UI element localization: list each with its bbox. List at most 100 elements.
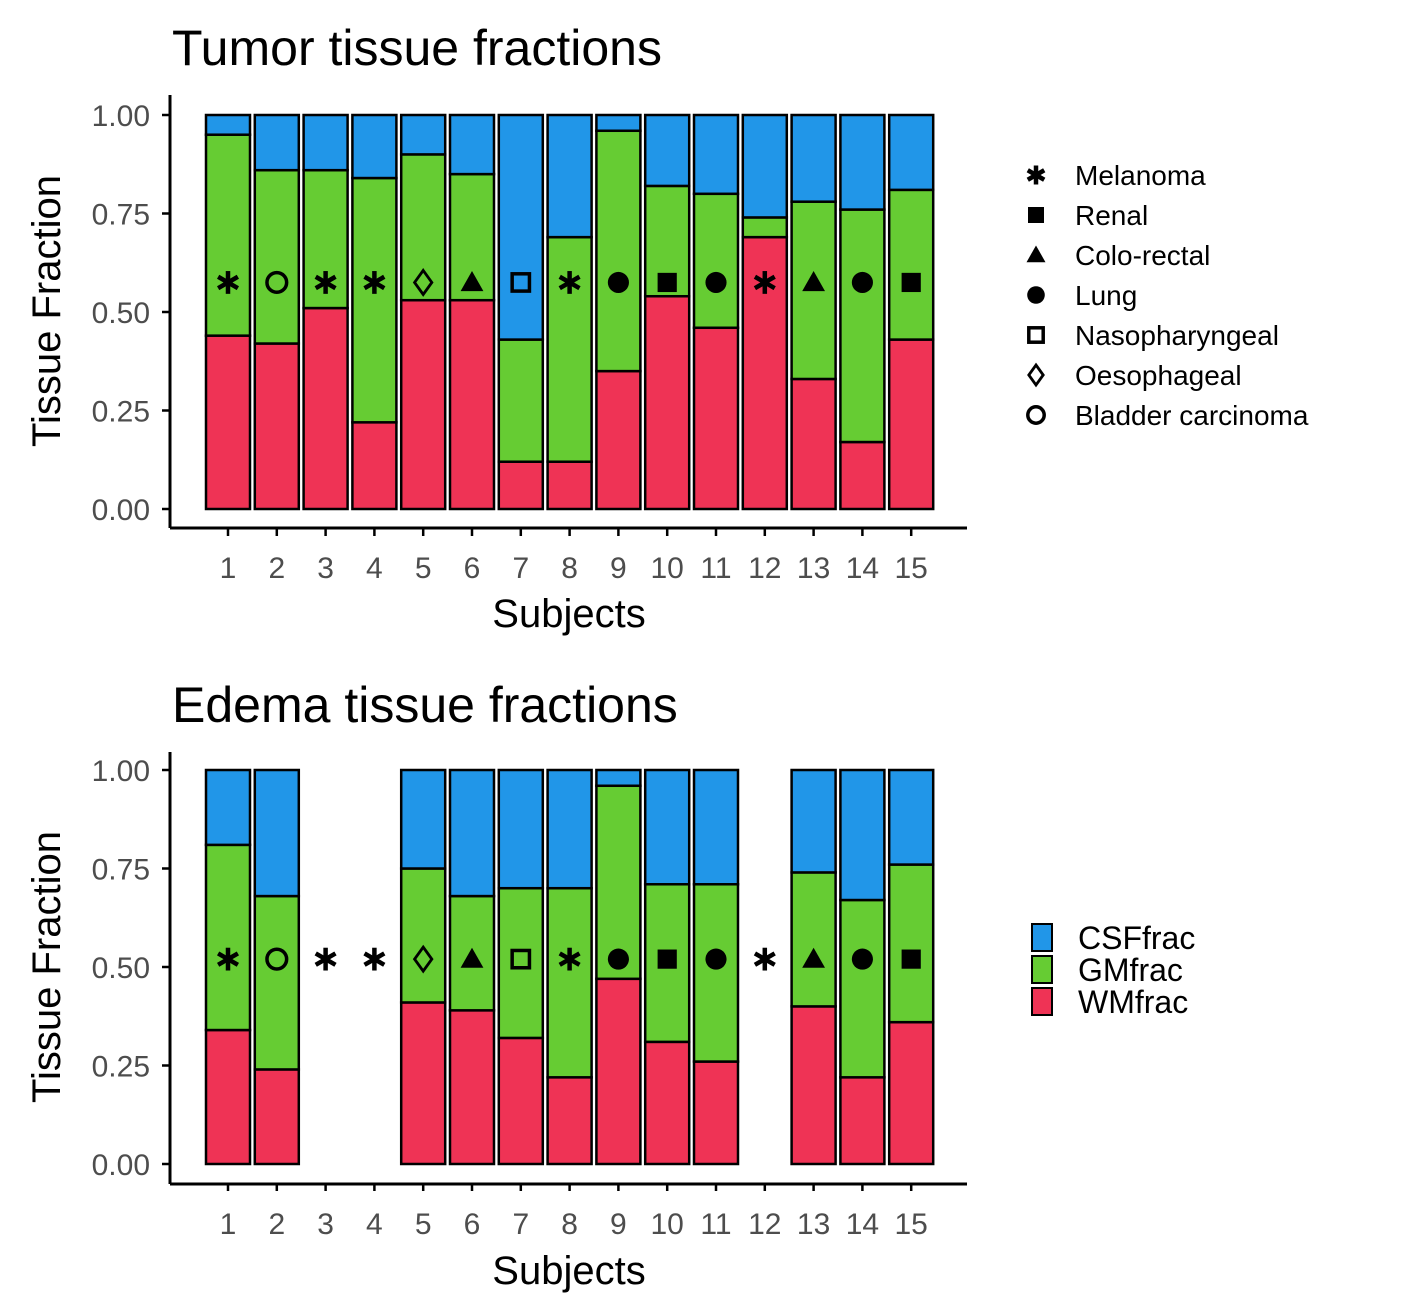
legend-label: Oesophageal [1075,360,1242,391]
bar-csffrac-subject-15 [887,113,935,192]
bar-wmfrac-subject-2 [253,1068,301,1166]
bar-gmfrac-subject-2 [253,168,301,345]
bar-csffrac-subject-7 [497,113,545,341]
marker-subject-13 [802,947,825,968]
y-tick-label: 0.25 [92,1051,150,1084]
x-tick-label: 15 [895,1208,928,1241]
x-tick-label: 13 [797,552,830,585]
y-tick-label: 0.75 [92,854,150,887]
x-tick-label: 7 [512,1208,529,1241]
bar-csffrac-subject-5 [399,768,447,870]
y-tick-label: 0.00 [92,494,150,527]
marker-subject-8 [558,271,581,294]
bar-wmfrac-subject-13 [790,377,837,511]
bar-gmfrac-subject-12 [741,216,789,239]
bar-csffrac-subject-14 [839,113,886,211]
x-tick-label: 8 [561,1208,578,1241]
x-tick-label: 9 [610,1208,627,1241]
x-tick-label: 11 [700,552,731,585]
bar-csffrac-subject-15 [887,768,935,866]
marker-subject-6 [460,947,484,968]
bar-gmfrac-subject-11 [692,192,740,330]
tumor-panel: Tumor tissue fractions 0.00 0.25 0.50 0.75 1… [25,20,967,636]
x-tick-label: 5 [415,1208,432,1241]
bar-gmfrac-subject-1 [204,843,252,1032]
bar-csffrac-subject-10 [643,113,691,188]
legend-key-open-square [1027,326,1045,344]
x-tick-label: 13 [797,1208,830,1241]
legend-key-filled-triangle [1026,245,1046,263]
x-tick-label: 4 [366,1208,383,1241]
x-tick-label: 7 [512,552,529,585]
x-axis-title: Subjects [492,592,645,636]
bar-wmfrac-subject-11 [692,326,740,511]
x-tick-label: 9 [610,552,627,585]
bar-csffrac-subject-8 [546,768,593,890]
marker-subject-4 [363,271,386,294]
x-tick-label: 15 [895,552,928,585]
bar-csffrac-subject-10 [643,768,691,886]
x-tick-label: 12 [748,552,781,585]
bar-csffrac-subject-13 [790,113,837,203]
bar-gmfrac-subject-4 [351,176,398,424]
marker-subject-15 [901,949,921,969]
y-ticks: 0.00 0.25 0.50 0.75 1.00 [92,755,170,1182]
bar-csffrac-subject-1 [204,113,252,136]
x-tick-label: 2 [268,1208,285,1241]
legend-key-asterisk [1026,165,1046,185]
marker-subject-15 [901,272,921,293]
legend-swatch-csffrac [1031,923,1053,952]
bar-csffrac-subject-9 [595,768,642,788]
y-tick-label: 1.00 [92,100,150,133]
marker-subject-8 [558,947,581,971]
legend-label: WMfrac [1078,984,1188,1020]
legend-key-open-diamond [1027,362,1045,388]
bar-wmfrac-subject-8 [546,460,593,511]
marker-subject-10 [657,949,677,969]
legend-label: GMfrac [1078,952,1183,988]
marker-subject-11 [705,271,727,294]
x-ticks: 1 2 3 4 5 6 7 8 9 10 11 12 13 14 15 [220,528,928,585]
bar-csffrac-subject-6 [448,768,496,898]
marker-subject-6 [460,271,484,292]
edema-panel: Edema tissue fractions 0.00 0.25 0.50 0.75 1… [25,677,967,1293]
marker-subject-5 [412,268,434,297]
x-tick-label: 6 [464,1208,481,1241]
legend-label: Renal [1075,200,1148,231]
markers-layer [217,944,921,974]
bar-wmfrac-subject-7 [497,460,545,511]
bar-csffrac-subject-2 [253,768,301,898]
bar-wmfrac-subject-8 [546,1076,593,1166]
bar-gmfrac-subject-7 [497,338,545,463]
x-tick-label: 3 [317,552,334,585]
bar-wmfrac-subject-12 [741,235,789,511]
bar-wmfrac-subject-15 [887,338,935,511]
x-tick-label: 6 [464,552,481,585]
marker-subject-9 [607,271,629,294]
marker-subject-1 [217,947,239,971]
bar-csffrac-subject-3 [302,113,349,172]
x-tick-label: 3 [317,1208,334,1241]
marker-subject-12 [753,947,776,971]
y-tick-label: 0.50 [92,952,150,985]
bar-wmfrac-subject-6 [448,298,496,511]
bar-wmfrac-subject-5 [399,298,447,511]
bar-wmfrac-subject-6 [448,1009,496,1166]
x-tick-label: 4 [366,552,383,585]
bar-wmfrac-subject-1 [204,334,252,511]
bar-csffrac-subject-11 [692,768,740,886]
bar-wmfrac-subject-7 [497,1036,545,1166]
bar-gmfrac-subject-15 [887,863,935,1024]
bar-csffrac-subject-2 [253,113,301,172]
x-tick-label: 1 [220,1208,237,1241]
bar-csffrac-subject-5 [399,113,447,156]
y-axis-title: Tissue Fraction [25,831,69,1103]
x-tick-label: 5 [415,552,432,585]
marker-subject-3 [314,271,337,294]
bar-gmfrac-subject-9 [595,129,642,373]
legend-label: Lung [1075,280,1137,311]
x-tick-label: 10 [651,552,684,585]
y-tick-label: 0.50 [92,297,150,330]
